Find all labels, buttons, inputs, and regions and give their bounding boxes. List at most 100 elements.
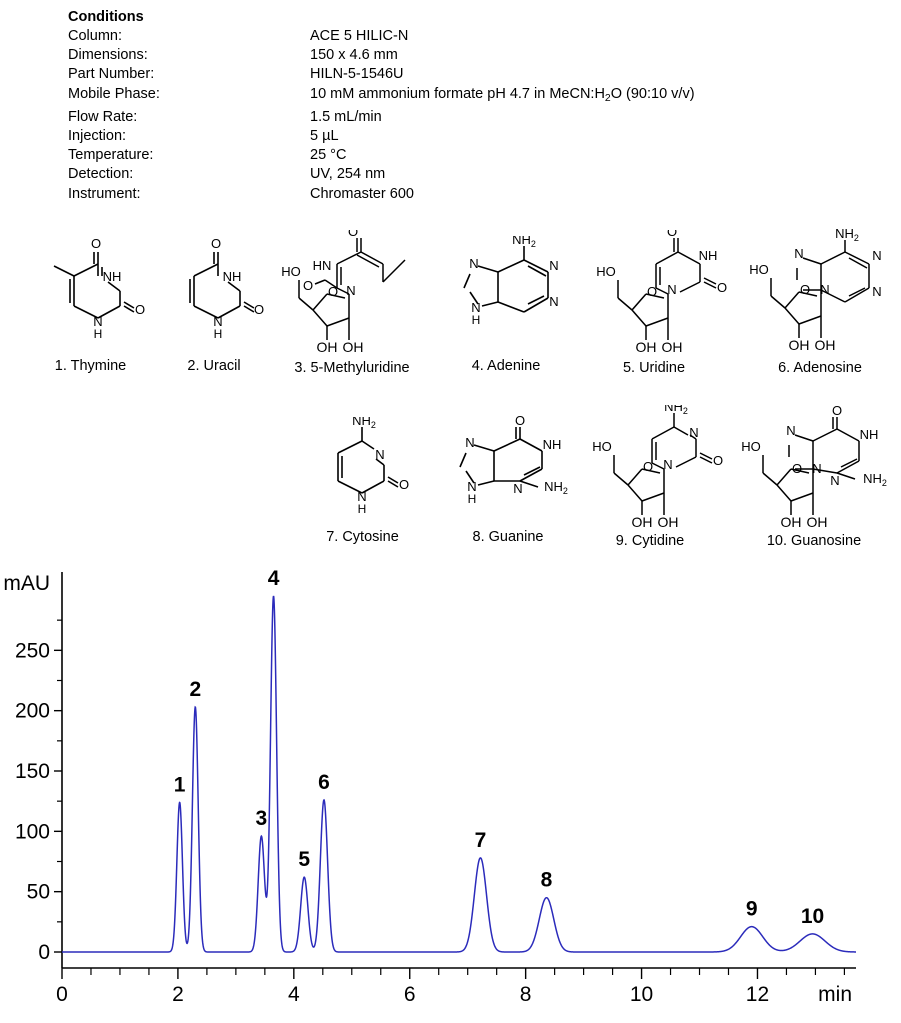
y-axis-tick-label: 150 xyxy=(15,760,50,783)
svg-text:N: N xyxy=(549,294,558,309)
svg-text:O: O xyxy=(398,477,408,492)
svg-text:N: N xyxy=(794,246,803,261)
structure-cytidine: NH2 N O N O HO OH OH 9. Cytidine xyxy=(574,405,726,550)
condition-value: 150 x 4.6 mm xyxy=(310,47,398,64)
svg-text:N: N xyxy=(471,300,480,315)
guanosine-structure-icon: O N N NH N NH2 O HO OH OH xyxy=(741,405,887,530)
y-axis-tick-label: 100 xyxy=(15,820,50,843)
x-axis-tick-label: 4 xyxy=(288,983,300,1006)
x-axis-tick-label: 2 xyxy=(172,983,184,1006)
svg-text:N: N xyxy=(467,479,476,494)
svg-text:N: N xyxy=(375,447,384,462)
svg-text:O: O xyxy=(515,413,525,428)
structure-caption: 4. Adenine xyxy=(471,358,541,374)
svg-text:NH2: NH2 xyxy=(512,236,536,249)
y-axis-tick-label: 200 xyxy=(15,700,50,723)
condition-value: 25 °C xyxy=(310,147,347,164)
svg-text:N: N xyxy=(820,282,829,297)
svg-text:OH: OH xyxy=(342,339,363,355)
svg-text:OH: OH xyxy=(815,337,836,353)
structure-cytosine: NH2 N O N H 7. Cytosine xyxy=(300,417,425,546)
condition-value: 5 µL xyxy=(310,127,339,144)
svg-text:NH: NH xyxy=(543,437,562,452)
chromatogram-plot: 0 50 100 150 200 250 mAU 0 2 4 6 8 10 12 min 1 2 3 4 5 6 7 8 9 1… xyxy=(0,560,901,1023)
svg-text:O: O xyxy=(302,278,312,293)
svg-text:NH2: NH2 xyxy=(664,405,688,416)
svg-text:O: O xyxy=(832,405,842,418)
svg-text:O: O xyxy=(347,230,357,239)
svg-text:HO: HO xyxy=(741,439,761,454)
condition-value: 10 mM ammonium formate pH 4.7 in MeCN:H2… xyxy=(310,85,695,104)
svg-text:N: N xyxy=(872,284,881,299)
condition-label: Dimensions: xyxy=(68,47,148,64)
svg-text:N: N xyxy=(93,314,102,329)
structure-thymine: O NH O N H 1. Thymine xyxy=(28,236,153,375)
y-axis-tick-label: 0 xyxy=(38,941,50,964)
peak-label-6: 6 xyxy=(318,771,330,794)
svg-text:NH: NH xyxy=(102,269,121,284)
svg-text:OH: OH xyxy=(807,514,828,530)
peak-label-7: 7 xyxy=(475,829,487,852)
condition-value: 1.5 mL/min xyxy=(310,108,382,125)
svg-text:HO: HO xyxy=(596,264,616,279)
adenine-structure-icon: N N H N N NH2 xyxy=(463,236,559,327)
condition-label: Part Number: xyxy=(68,66,155,83)
svg-text:N: N xyxy=(357,489,366,504)
svg-text:O: O xyxy=(211,236,221,251)
svg-text:N: N xyxy=(667,282,676,297)
svg-text:HO: HO xyxy=(592,439,612,454)
x-axis-tick-label: 0 xyxy=(56,983,68,1006)
peak-label-1: 1 xyxy=(174,773,186,796)
svg-text:OH: OH xyxy=(658,514,679,530)
svg-text:OH: OH xyxy=(632,514,653,530)
svg-text:H: H xyxy=(357,502,366,516)
structure-caption: 7. Cytosine xyxy=(326,529,399,545)
structure-caption: 3. 5-Methyluridine xyxy=(294,360,410,376)
condition-row-flow-rate: Flow Rate: 1.5 mL/min xyxy=(68,108,888,127)
structure-5-methyluridine: O HN O N O HO OH OH 3. 5-Methyluridine xyxy=(272,230,432,377)
svg-text:O: O xyxy=(90,236,100,251)
condition-label: Flow Rate: xyxy=(68,108,138,125)
guanine-structure-icon: O N N H NH N NH2 xyxy=(459,413,568,506)
condition-row-instrument: Instrument: Chromaster 600 xyxy=(68,185,888,204)
thymine-structure-icon: O NH O N H xyxy=(53,236,145,341)
structure-guanosine: O N N NH N NH2 O HO OH OH 10. Guanosine xyxy=(730,405,898,550)
x-axis-tick-label: 6 xyxy=(404,983,416,1006)
condition-label: Instrument: xyxy=(68,185,141,202)
svg-text:N: N xyxy=(513,481,522,496)
structure-uracil: O NH O N H 2. Uracil xyxy=(158,236,270,375)
cytosine-structure-icon: NH2 N O N H xyxy=(336,417,409,516)
svg-text:H: H xyxy=(93,327,102,341)
adenosine-structure-icon: N N N N NH2 O HO OH OH xyxy=(749,228,881,353)
structure-caption: 6. Adenosine xyxy=(778,360,862,376)
uracil-structure-icon: O NH O N H xyxy=(189,236,264,341)
svg-text:HO: HO xyxy=(281,264,301,279)
svg-text:NH2: NH2 xyxy=(352,417,376,430)
svg-text:O: O xyxy=(667,230,677,239)
svg-text:OH: OH xyxy=(789,337,810,353)
condition-row-detection: Detection: UV, 254 nm xyxy=(68,165,888,184)
svg-text:NH: NH xyxy=(699,248,718,263)
x-axis-tick-label: 10 xyxy=(630,983,653,1006)
svg-text:NH: NH xyxy=(223,269,242,284)
peak-label-9: 9 xyxy=(746,898,758,921)
svg-text:N: N xyxy=(872,248,881,263)
svg-text:HO: HO xyxy=(749,262,769,277)
svg-text:N: N xyxy=(786,423,795,438)
condition-row-dimensions: Dimensions: 150 x 4.6 mm xyxy=(68,46,888,65)
condition-label: Injection: xyxy=(68,127,127,144)
y-axis-tick-label: 50 xyxy=(27,881,50,904)
svg-text:OH: OH xyxy=(781,514,802,530)
structure-gallery-row-1: O NH O N H 1. Thymine O NH O N H 2. Urac… xyxy=(0,228,901,378)
structure-caption: 5. Uridine xyxy=(622,360,686,376)
svg-text:OH: OH xyxy=(636,339,657,355)
svg-text:O: O xyxy=(792,461,802,476)
peak-label-8: 8 xyxy=(541,869,553,892)
svg-text:N: N xyxy=(469,256,478,271)
svg-text:H: H xyxy=(472,313,481,327)
structure-caption: 2. Uracil xyxy=(187,358,241,374)
structure-caption: 10. Guanosine xyxy=(766,533,862,549)
condition-value: UV, 254 nm xyxy=(310,166,386,183)
structure-uridine: O NH O N O HO OH OH 5. Uridine xyxy=(578,230,730,377)
conditions-title: Conditions xyxy=(68,9,144,25)
